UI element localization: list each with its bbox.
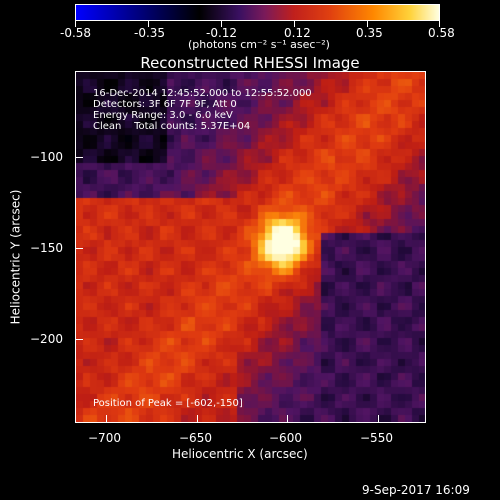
colorbar-tick-label: 0.58 [428, 26, 455, 40]
y-tick-label: −100 [30, 150, 63, 164]
colorbar-tick [148, 21, 149, 27]
y-tick [75, 339, 83, 340]
x-tick [287, 415, 288, 423]
x-axis-label: Heliocentric X (arcsec) [172, 447, 308, 461]
energy-range: Energy Range: 3.0 - 6.0 keV [93, 110, 233, 121]
x-tick [197, 415, 198, 423]
y-tick-label: −150 [30, 241, 63, 255]
detectors: Detectors: 3F 6F 7F 9F, Att 0 [93, 99, 237, 110]
colorbar-tick-label: 0.35 [356, 26, 383, 40]
image-title: Reconstructed RHESSI Image [140, 54, 360, 72]
x-tick-label: −650 [179, 431, 212, 445]
colorbar-tick [294, 21, 295, 27]
x-tick [106, 415, 107, 423]
y-axis-label: Heliocentric Y (arcsec) [8, 189, 23, 325]
colorbar [75, 4, 440, 21]
colorbar-tick-label: -0.35 [134, 26, 166, 40]
clean-counts: Clean Total counts: 5.37E+04 [93, 121, 251, 132]
x-tick-label: −550 [360, 431, 393, 445]
peak-position: Position of Peak = [-602,-150] [93, 398, 243, 409]
intensity-map [76, 72, 425, 422]
colorbar-tick-label: 0.12 [284, 26, 311, 40]
x-tick-label: −600 [269, 431, 302, 445]
colorbar-units: (photons cm⁻² s⁻¹ asec⁻²) [188, 38, 330, 51]
colorbar-tick [75, 21, 76, 27]
colorbar-tick [221, 21, 222, 27]
x-tick [378, 415, 379, 423]
colorbar-tick-label: -0.12 [206, 26, 238, 40]
generation-date: 9-Sep-2017 16:09 [362, 483, 470, 497]
time-range: 16-Dec-2014 12:45:52.000 to 12:55:52.000 [93, 88, 312, 99]
colorbar-tick [439, 21, 440, 27]
y-tick-label: −200 [30, 332, 63, 346]
y-tick [75, 248, 83, 249]
rhessi-image: 16-Dec-2014 12:45:52.000 to 12:55:52.000… [75, 71, 426, 423]
colorbar-tick-label: -0.58 [60, 26, 92, 40]
x-tick-label: −700 [88, 431, 121, 445]
y-tick [75, 157, 83, 158]
colorbar-tick [367, 21, 368, 27]
